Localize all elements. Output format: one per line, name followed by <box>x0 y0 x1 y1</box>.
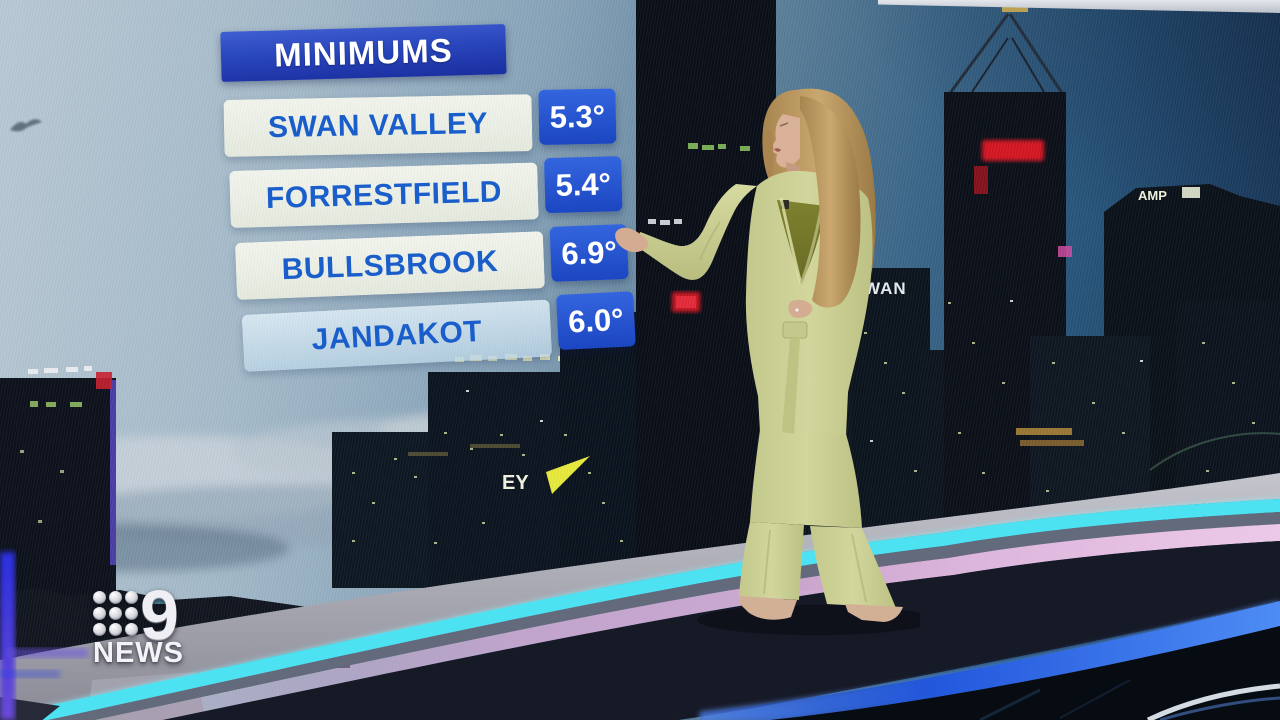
presenter <box>615 88 920 635</box>
bird-silhouette <box>10 119 42 132</box>
pink-light-strip <box>94 524 1280 720</box>
pink-sign <box>1058 246 1072 257</box>
floor-gap-band <box>47 512 1280 720</box>
wall-edge-glow <box>0 552 15 720</box>
channel-9-glyph: 9 <box>140 576 179 654</box>
nine-news-logo: 9 NEWS <box>93 576 201 677</box>
floor-reflection-arc <box>1146 683 1280 720</box>
amp-sign: AMP <box>1138 188 1167 203</box>
carpet-runway <box>162 541 1280 720</box>
news-wordmark: NEWS <box>93 637 184 669</box>
presenter-shoe-right <box>845 604 903 622</box>
right-towers <box>944 2 1280 522</box>
blue-light-strip <box>700 601 1280 720</box>
swan-brewery-sign: WAN <box>864 279 907 298</box>
ey-beam-icon <box>546 456 590 494</box>
presenter-shoe-left <box>739 596 797 620</box>
bankwest-sign <box>982 140 1044 161</box>
presenter-face <box>770 114 800 168</box>
ey-sign: EY <box>502 472 529 494</box>
presenter-hand <box>615 227 649 253</box>
presenter-arm <box>636 184 757 280</box>
presenter-pants <box>750 430 862 528</box>
window-lights <box>352 302 1255 544</box>
nine-dots-icon <box>93 591 140 638</box>
cyan-light-strip <box>0 499 1280 720</box>
ring <box>795 308 799 312</box>
glossy-floor <box>700 626 1280 720</box>
platform-edge <box>0 473 1280 716</box>
red-roof-light <box>96 372 112 389</box>
presenter-top <box>777 200 826 284</box>
jacket-belt-strap <box>782 338 800 434</box>
